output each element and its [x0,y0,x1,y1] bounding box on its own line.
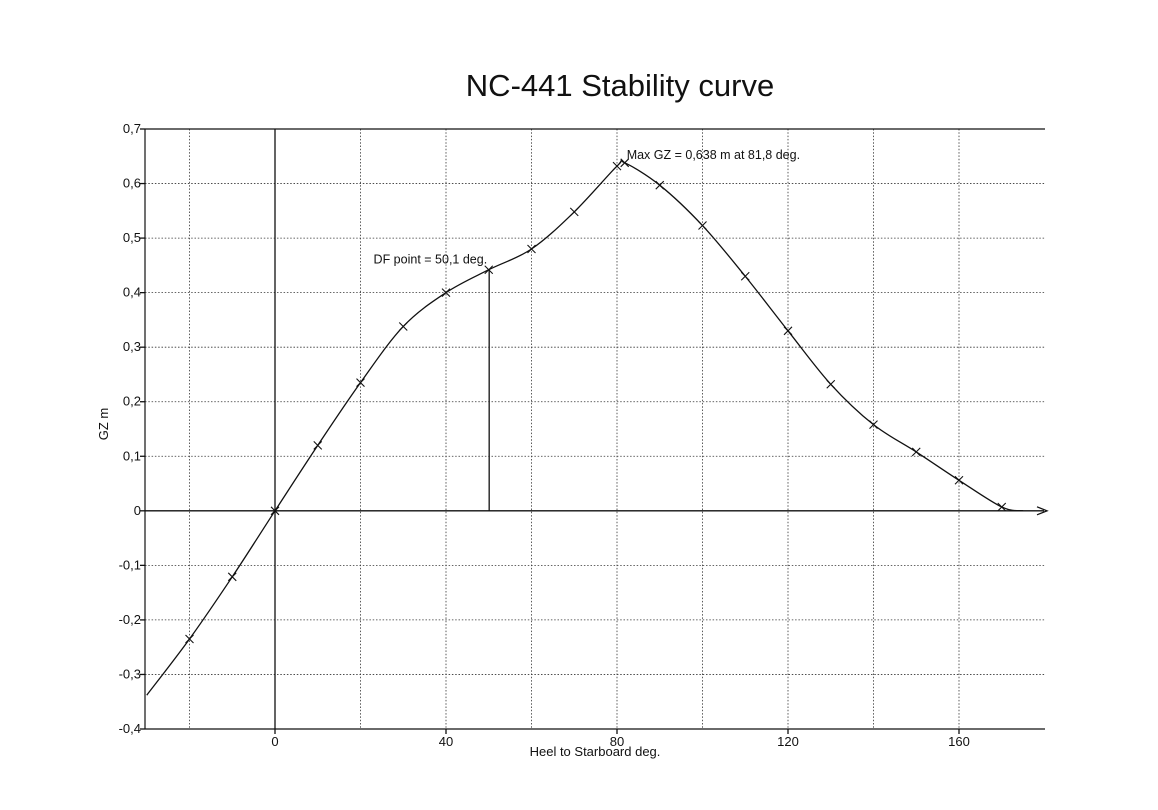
marker-stroke [869,420,878,430]
y-tick-label: 0,3 [123,339,141,354]
marker-stroke [783,326,793,336]
df-point-label: DF point = 50,1 deg. [374,253,488,267]
marker-stroke [569,207,579,217]
y-axis-label: GZ m [96,408,111,441]
x-tick-label: 0 [271,734,278,749]
gz-data-point [783,326,793,336]
gz-data-point [869,420,878,430]
gz-data-point [655,180,665,190]
gz-data-point [620,158,630,168]
chart-title: NC-441 Stability curve [466,68,774,103]
marker-stroke [620,158,630,168]
marker-stroke [997,502,1007,512]
marker-stroke [826,379,836,389]
gz-data-point [698,221,707,230]
gz-data-point [227,572,237,582]
gz-data-point [612,161,622,171]
y-tick-label: 0 [134,503,141,518]
x-tick-label: 40 [439,734,453,749]
x-tick-label: 160 [948,734,970,749]
marker-stroke [356,378,365,388]
y-tick-label: 0,2 [123,394,141,409]
gz-data-point [826,379,836,389]
x-axis-arrow [1036,506,1049,516]
gz-data-point [313,440,323,450]
y-tick-label: -0,3 [119,666,141,681]
marker-stroke [313,440,323,450]
gz-data-point [997,502,1007,512]
gz-data-point [185,634,194,644]
gz-data-point [954,475,964,485]
y-tick-label: 0,7 [123,121,141,136]
gz-data-point [356,378,365,388]
y-tick-label: 0,6 [123,176,141,191]
marker-stroke [911,447,921,457]
gz-data-point [398,322,408,331]
x-tick-label: 80 [610,734,624,749]
y-tick-labels: 0,7 0,6 0,5 0,4 0,3 0,2 0,1 0 -0,1 -0,2 -0,3 -0,4 [119,121,141,736]
marker-stroke [185,634,194,644]
marker-stroke [954,475,964,485]
gz-markers [185,158,1007,644]
x-axis-label: Heel to Starboard deg. [530,744,661,759]
gz-data-point [740,271,750,281]
marker-stroke [398,322,408,331]
y-tick-label: -0,2 [119,612,141,627]
grid-lines [145,128,1045,730]
gz-data-point [270,506,280,516]
y-tick-label: -0,1 [119,557,141,572]
y-tick-label: 0,4 [123,285,141,300]
y-tick-label: -0,4 [119,721,141,736]
x-tick-label: 120 [777,734,799,749]
marker-stroke [740,271,750,281]
y-tick-label: 0,1 [123,448,141,463]
marker-stroke [270,506,280,516]
marker-stroke [527,244,536,254]
marker-stroke [612,161,622,171]
marker-stroke [655,180,665,190]
gz-data-point [911,447,921,457]
marker-stroke [441,288,451,298]
axes [140,128,1049,734]
gz-data-point [527,244,536,254]
x-tick-labels: 0 40 80 120 160 [271,734,969,749]
gz-series [146,159,1024,696]
max-gz-label: Max GZ = 0,638 m at 81,8 deg. [627,148,800,162]
marker-stroke [227,572,237,582]
gz-data-point [441,288,451,298]
gz-data-point [569,207,579,217]
marker-stroke [698,221,707,230]
gz-curve [146,159,1024,696]
y-tick-label: 0,5 [123,230,141,245]
